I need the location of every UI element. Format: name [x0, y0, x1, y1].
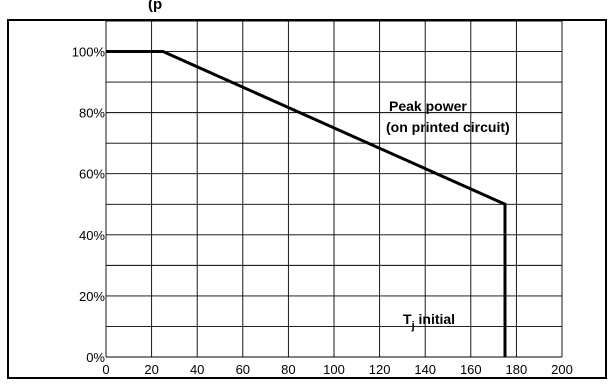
x-tick-label: 60 [236, 362, 250, 377]
y-tick-label: 60% [79, 167, 105, 182]
x-axis-ticks: 0 20 40 60 80 100 120 140 160 180 200 [102, 362, 572, 377]
grid-lines [105, 20, 563, 358]
y-tick-label: 20% [79, 289, 105, 304]
tj-subscript: j [411, 320, 415, 332]
x-tick-label: 40 [190, 362, 204, 377]
annotation-tj-initial: Tj initial [403, 311, 455, 332]
y-tick-label: 100% [72, 45, 106, 60]
y-tick-label: 0% [86, 350, 105, 365]
x-tick-label: 20 [144, 362, 158, 377]
x-tick-label: 180 [506, 362, 528, 377]
x-tick-label: 80 [281, 362, 295, 377]
y-tick-label: 80% [79, 106, 105, 121]
annotation-peak-power-line1: Peak power [389, 98, 467, 114]
x-tick-label: 100 [323, 362, 345, 377]
tj-rest: initial [415, 311, 455, 327]
chart-title-fragment: (p [148, 0, 162, 13]
outer-frame [7, 19, 607, 379]
x-tick-label: 140 [414, 362, 436, 377]
series-line-peak-power [106, 50, 507, 357]
y-tick-label: 40% [79, 228, 105, 243]
tj-main: T [403, 311, 412, 327]
x-tick-label: 120 [369, 362, 391, 377]
x-tick-label: 200 [551, 362, 573, 377]
y-axis-ticks: 0% 20% 40% 60% 80% 100% [72, 45, 106, 365]
series-group [105, 50, 507, 358]
x-tick-label: 160 [460, 362, 482, 377]
x-tick-label: 0 [102, 362, 109, 377]
annotation-peak-power-line2: (on printed circuit) [386, 119, 510, 135]
